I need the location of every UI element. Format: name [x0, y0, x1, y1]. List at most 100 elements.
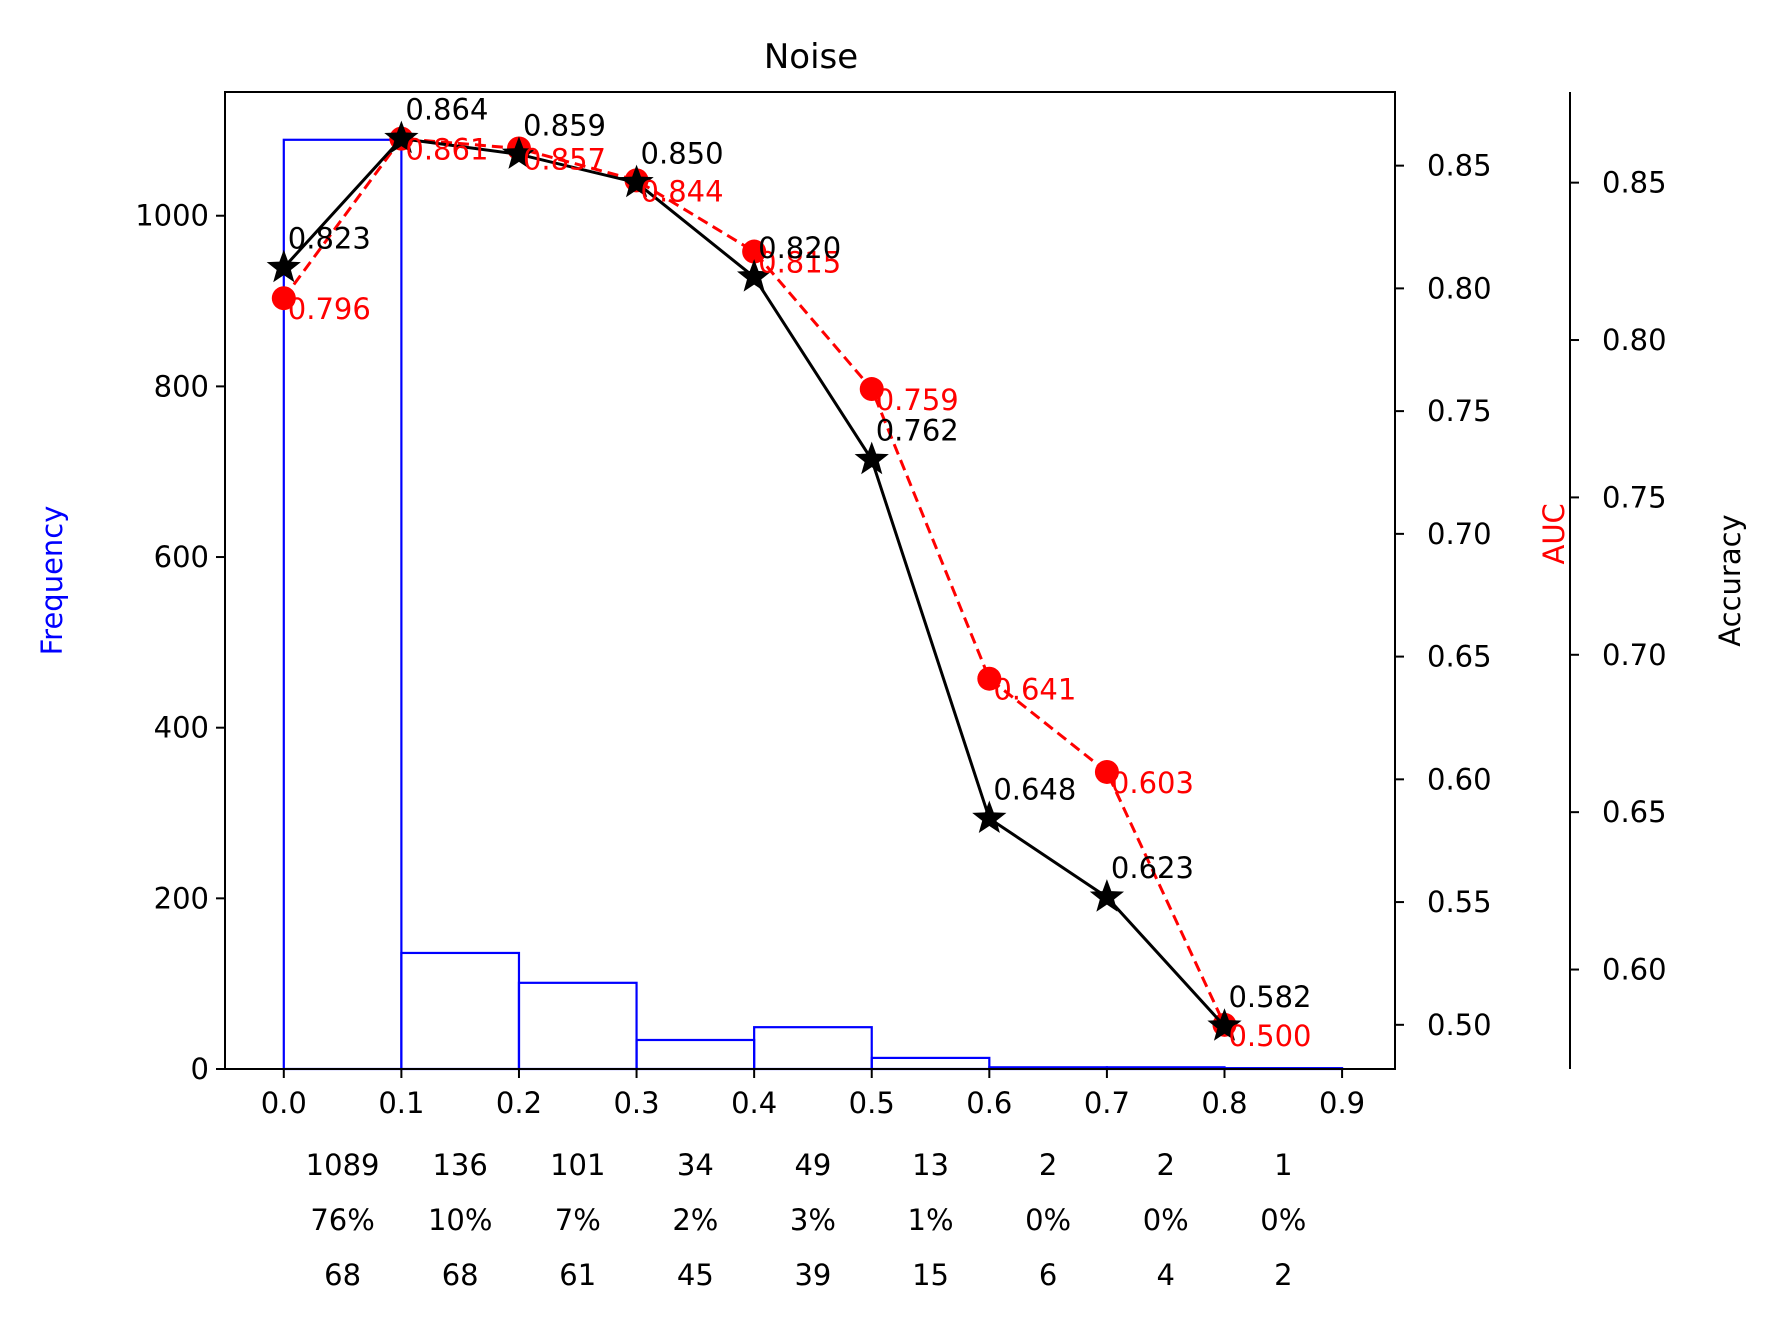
- auc-point-4: [742, 239, 767, 264]
- bin-percents-3: 2%: [672, 1203, 718, 1237]
- bin-percents-1: 10%: [428, 1203, 492, 1237]
- auc-axis-label: AUC: [1537, 503, 1571, 564]
- x-tick-label-0: 0.0: [261, 1086, 307, 1120]
- auc-point-7: [1094, 759, 1119, 784]
- frequency-tick-label-2: 400: [154, 711, 209, 745]
- auc-value-label-4: 0.815: [758, 246, 841, 280]
- bin-percents-2: 7%: [555, 1203, 601, 1237]
- chart-title: Noise: [764, 37, 858, 77]
- bin-third-row-2: 61: [559, 1258, 596, 1292]
- bin-percents-5: 1%: [908, 1203, 954, 1237]
- bin-table: 108976%6813610%681017%61342%45493%39131%…: [306, 1148, 1307, 1292]
- accuracy-axis-label: Accuracy: [1713, 514, 1747, 646]
- frequency-tick-label-5: 1000: [135, 199, 209, 233]
- auc-value-label-7: 0.603: [1111, 766, 1194, 800]
- accuracy-tick-label-0: 0.60: [1602, 953, 1667, 987]
- bin-counts-8: 1: [1274, 1148, 1292, 1182]
- bin-third-row-6: 6: [1039, 1258, 1057, 1292]
- accuracy-point-6: [972, 800, 1007, 834]
- accuracy-point-7: [1089, 879, 1125, 912]
- frequency-tick-label-0: 0: [191, 1052, 209, 1086]
- auc-value-label-5: 0.759: [876, 383, 959, 417]
- bin-percents-0: 76%: [310, 1203, 374, 1237]
- auc-value-label-6: 0.641: [993, 673, 1076, 707]
- bin-percents-4: 3%: [790, 1203, 836, 1237]
- auc-tick-label-2: 0.60: [1427, 762, 1492, 796]
- auc-tick-label-6: 0.80: [1427, 271, 1492, 305]
- auc-value-label-8: 0.500: [1228, 1019, 1311, 1053]
- bin-third-row-7: 4: [1156, 1258, 1174, 1292]
- accuracy-value-label-5: 0.762: [876, 414, 959, 448]
- accuracy-value-label-2: 0.859: [523, 108, 606, 142]
- accuracy-tick-label-1: 0.65: [1602, 795, 1667, 829]
- accuracy-value-label-8: 0.582: [1228, 980, 1311, 1014]
- accuracy-value-label-3: 0.850: [641, 137, 724, 171]
- x-tick-label-4: 0.4: [731, 1086, 777, 1120]
- accuracy-series: [266, 120, 1242, 1041]
- accuracy-tick-label-4: 0.80: [1602, 323, 1667, 357]
- auc-tick-label-4: 0.70: [1427, 517, 1492, 551]
- auc-tick-label-0: 0.50: [1427, 1008, 1492, 1042]
- bin-percents-6: 0%: [1025, 1203, 1071, 1237]
- accuracy-value-label-1: 0.864: [405, 93, 488, 127]
- accuracy-tick-label-3: 0.75: [1602, 480, 1667, 514]
- accuracy-point-0: [266, 249, 301, 283]
- x-tick-label-6: 0.6: [966, 1086, 1012, 1120]
- accuracy-point-3: [619, 164, 654, 198]
- x-tick-label-8: 0.8: [1201, 1086, 1247, 1120]
- x-tick-label-2: 0.2: [496, 1086, 542, 1120]
- accuracy-point-1: [384, 120, 419, 154]
- auc-tick-label-1: 0.55: [1427, 885, 1492, 919]
- auc-point-6: [977, 666, 1002, 691]
- accuracy-tick-label-5: 0.85: [1602, 166, 1667, 200]
- bin-counts-0: 1089: [306, 1148, 380, 1182]
- x-tick-label-5: 0.5: [849, 1086, 895, 1120]
- bin-third-row-3: 45: [677, 1258, 714, 1292]
- frequency-axis-label: Frequency: [35, 506, 69, 656]
- auc-tick-label-7: 0.85: [1427, 149, 1492, 183]
- auc-value-label-2: 0.857: [523, 142, 606, 176]
- bin-counts-3: 34: [677, 1148, 714, 1182]
- plot-frame: [224, 91, 1396, 1070]
- frequency-tick-label-4: 800: [154, 369, 209, 403]
- bin-counts-7: 2: [1156, 1148, 1174, 1182]
- value-labels: 0.796 0.861 0.857 0.844 0.815 0.759 0.641 0.603…: [288, 93, 1312, 1053]
- accuracy-value-label-6: 0.648: [993, 772, 1076, 806]
- accuracy-axis: 0.60 0.65 0.70 0.75 0.80 0.85 Accuracy: [1569, 92, 1747, 1069]
- bin-third-row-1: 68: [442, 1258, 479, 1292]
- auc-point-0: [271, 286, 296, 311]
- accuracy-point-4: [737, 259, 772, 292]
- bin-counts-1: 136: [432, 1148, 487, 1182]
- x-axis: 0.0 0.1 0.2 0.3 0.4 0.5 0.6 0.7 0.8 0.9: [261, 1069, 1365, 1120]
- bin-third-row-4: 39: [794, 1258, 831, 1292]
- x-tick-label-1: 0.1: [378, 1086, 424, 1120]
- bin-counts-2: 101: [550, 1148, 605, 1182]
- bin-third-row-8: 2: [1274, 1258, 1292, 1292]
- x-tick-label-7: 0.7: [1084, 1086, 1130, 1120]
- auc-value-label-3: 0.844: [641, 174, 724, 208]
- x-tick-label-3: 0.3: [613, 1086, 659, 1120]
- bin-third-row-5: 15: [912, 1258, 949, 1292]
- auc-point-5: [859, 377, 884, 402]
- accuracy-value-label-0: 0.823: [288, 222, 371, 256]
- bin-percents-8: 0%: [1260, 1203, 1306, 1237]
- auc-tick-label-3: 0.65: [1427, 640, 1492, 674]
- frequency-tick-label-3: 600: [154, 540, 209, 574]
- accuracy-point-5: [854, 441, 889, 475]
- accuracy-value-label-7: 0.623: [1111, 851, 1194, 885]
- bin-counts-4: 49: [794, 1148, 831, 1182]
- auc-value-label-1: 0.861: [405, 133, 488, 167]
- bin-percents-7: 0%: [1143, 1203, 1189, 1237]
- auc-value-label-0: 0.796: [288, 292, 371, 326]
- auc-axis: 0.50 0.55 0.60 0.65 0.70 0.75 0.80 0.85 AUC: [1395, 149, 1571, 1042]
- accuracy-point-2: [501, 136, 537, 169]
- frequency-tick-label-1: 200: [154, 881, 209, 915]
- x-tick-label-9: 0.9: [1319, 1086, 1365, 1120]
- accuracy-point-8: [1207, 1008, 1242, 1041]
- frequency-axis: 0 200 400 600 800 1000 Frequency: [35, 199, 225, 1086]
- auc-tick-label-5: 0.75: [1427, 394, 1492, 428]
- bin-counts-6: 2: [1039, 1148, 1057, 1182]
- accuracy-value-label-4: 0.820: [758, 231, 841, 265]
